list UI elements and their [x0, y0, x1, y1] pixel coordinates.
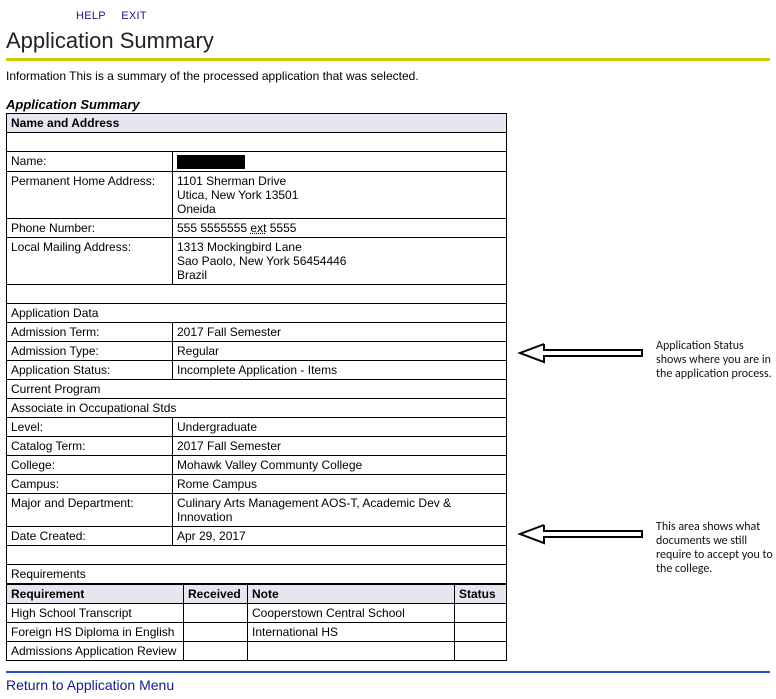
yellow-rule	[6, 58, 770, 61]
label-local-addr: Local Mailing Address:	[7, 237, 173, 284]
value-campus: Rome Campus	[173, 474, 507, 493]
annotation-1-text: Application Status shows where you are i…	[656, 339, 776, 381]
annotation-2: This area shows what documents we still …	[516, 522, 776, 546]
value-date-created: Apr 29, 2017	[173, 526, 507, 545]
page-title: Application Summary	[6, 28, 770, 54]
label-app-data: Application Data	[7, 303, 507, 322]
table-row: Foreign HS Diploma in EnglishInternation…	[7, 622, 507, 641]
arrow-left-icon	[516, 341, 646, 365]
value-major: Culinary Arts Management AOS-T, Academic…	[173, 493, 507, 526]
value-adm-type: Regular	[173, 341, 507, 360]
annotation-2-text: This area shows what documents we still …	[656, 520, 776, 576]
label-app-status: Application Status:	[7, 360, 173, 379]
label-campus: Campus:	[7, 474, 173, 493]
label-adm-type: Admission Type:	[7, 341, 173, 360]
value-college: Mohawk Valley Communty College	[173, 455, 507, 474]
label-requirements: Requirements	[7, 564, 507, 583]
page-root: HELP EXIT Application Summary Informatio…	[6, 8, 770, 693]
section-title: Application Summary	[6, 97, 770, 112]
info-text: Information This is a summary of the pro…	[6, 69, 770, 83]
value-cat-term: 2017 Fall Semester	[173, 436, 507, 455]
top-nav: HELP EXIT	[76, 8, 770, 22]
value-local-addr: 1313 Mockingbird Lane Sao Paolo, New Yor…	[173, 237, 507, 284]
arrow-left-icon	[516, 522, 646, 546]
table-row: High School TranscriptCooperstown Centra…	[7, 603, 507, 622]
value-perm-addr: 1101 Sherman Drive Utica, New York 13501…	[173, 171, 507, 218]
value-level: Undergraduate	[173, 417, 507, 436]
exit-link[interactable]: EXIT	[121, 10, 147, 22]
annotation-1: Application Status shows where you are i…	[516, 341, 776, 365]
label-date-created: Date Created:	[7, 526, 173, 545]
label-phone: Phone Number:	[7, 218, 173, 237]
label-perm-addr: Permanent Home Address:	[7, 171, 173, 218]
req-hdr-recv: Received	[184, 584, 248, 603]
value-app-status: Incomplete Application - Items	[173, 360, 507, 379]
table-row: Admissions Application Review	[7, 641, 507, 660]
blue-rule	[6, 671, 770, 673]
requirements-table: Requirement Received Note Status High Sc…	[6, 584, 507, 661]
value-name	[173, 152, 507, 172]
value-assoc: Associate in Occupational Stds	[7, 398, 507, 417]
redacted-name	[177, 155, 245, 169]
return-link[interactable]: Return to Application Menu	[6, 677, 174, 693]
name-address-header: Name and Address	[7, 114, 507, 133]
req-hdr-status: Status	[455, 584, 507, 603]
label-major: Major and Department:	[7, 493, 173, 526]
label-cur-prog: Current Program	[7, 379, 507, 398]
req-hdr-note: Note	[248, 584, 455, 603]
label-level: Level:	[7, 417, 173, 436]
req-hdr-req: Requirement	[7, 584, 184, 603]
value-phone: 555 5555555 ext 5555	[173, 218, 507, 237]
value-adm-term: 2017 Fall Semester	[173, 322, 507, 341]
label-adm-term: Admission Term:	[7, 322, 173, 341]
application-table: Name and Address Name: Permanent Home Ad…	[6, 113, 507, 584]
help-link[interactable]: HELP	[76, 10, 106, 22]
label-name: Name:	[7, 152, 173, 172]
label-college: College:	[7, 455, 173, 474]
label-cat-term: Catalog Term:	[7, 436, 173, 455]
